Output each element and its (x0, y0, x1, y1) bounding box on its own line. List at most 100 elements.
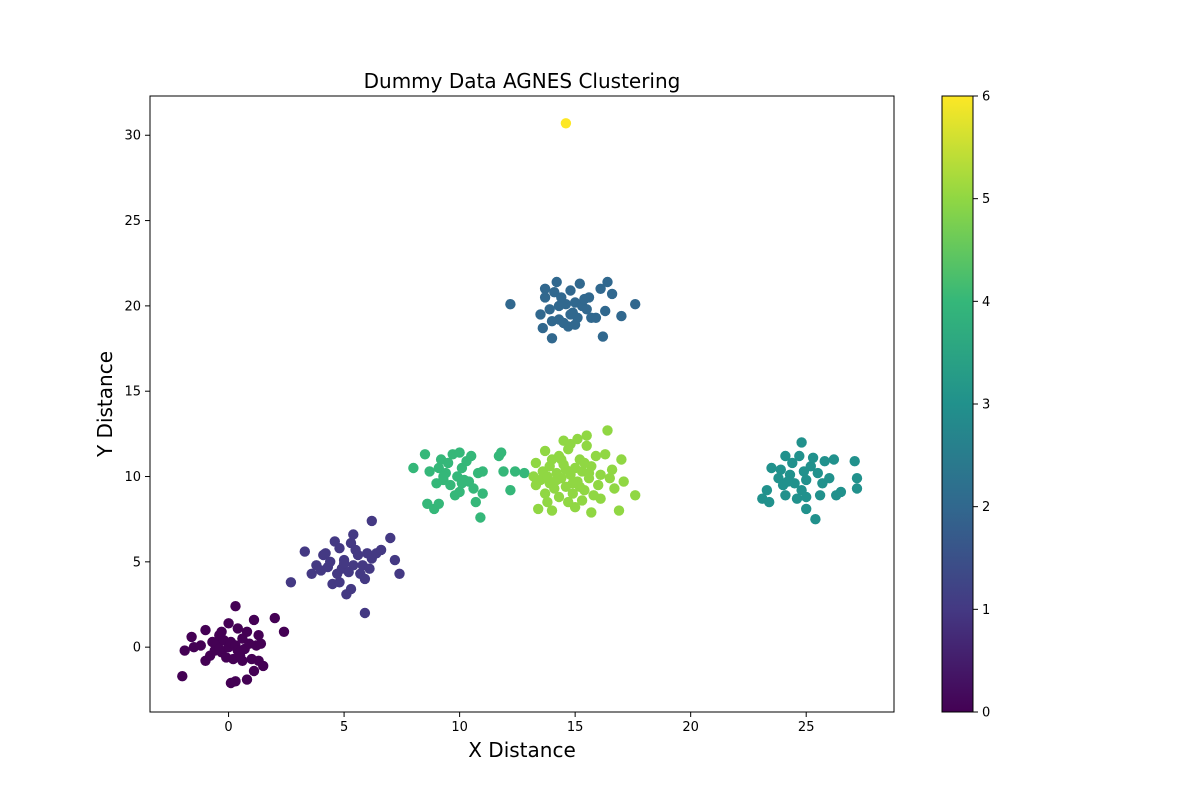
data-point-cluster-2 (569, 319, 581, 330)
data-point-cluster-5 (567, 488, 578, 499)
data-point-cluster-2 (546, 333, 558, 344)
x-tick-label: 10 (451, 720, 468, 735)
data-point-cluster-3 (851, 483, 863, 494)
colorbar-tick-label: 0 (982, 706, 990, 721)
data-point-cluster-3 (849, 456, 860, 467)
data-point-cluster-3 (801, 474, 812, 486)
data-point-cluster-5 (560, 464, 572, 475)
x-tick-label: 25 (798, 720, 815, 735)
data-point-cluster-3 (835, 486, 847, 498)
data-point-cluster-0 (223, 618, 234, 629)
data-point-cluster-0 (232, 623, 243, 634)
data-point-cluster-2 (595, 283, 606, 294)
data-point-cluster-1 (334, 577, 345, 588)
data-point-cluster-5 (542, 496, 553, 508)
data-point-cluster-0 (186, 631, 197, 643)
data-point-cluster-3 (814, 490, 826, 501)
data-point-cluster-5 (539, 488, 551, 499)
data-point-cluster-1 (385, 532, 396, 544)
data-point-cluster-3 (794, 450, 805, 462)
data-point-cluster-5 (567, 478, 578, 489)
chart-title: Dummy Data AGNES Clustering (364, 69, 681, 93)
data-point-cluster-1 (325, 556, 336, 567)
data-point-cluster-3 (787, 457, 798, 469)
data-point-cluster-1 (306, 568, 317, 579)
data-point-cluster-4 (519, 467, 530, 479)
data-point-cluster-5 (556, 454, 567, 465)
data-point-cluster-2 (505, 299, 516, 310)
data-point-cluster-4 (442, 457, 454, 469)
data-point-cluster-2 (551, 276, 562, 288)
data-point-cluster-2 (553, 300, 565, 312)
data-point-cluster-4 (475, 512, 486, 523)
data-point-cluster-3 (780, 450, 791, 462)
y-tick-label: 10 (124, 470, 141, 485)
y-tick-label: 25 (124, 214, 141, 229)
data-point-cluster-5 (616, 454, 627, 465)
colorbar-ticks: 0 1 2 3 4 5 6 (973, 90, 990, 721)
data-point-cluster-2 (590, 312, 602, 323)
data-point-cluster-5 (576, 495, 588, 506)
data-point-cluster-4 (509, 466, 521, 477)
data-point-cluster-5 (553, 491, 565, 503)
data-point-cluster-4 (419, 449, 431, 460)
data-point-cluster-3 (801, 503, 812, 515)
colorbar (941, 95, 974, 713)
colorbar-tick-label: 2 (982, 500, 990, 515)
data-point-cluster-0 (253, 630, 264, 641)
data-point-cluster-4 (466, 450, 477, 462)
data-point-cluster-0 (214, 643, 225, 655)
data-point-cluster-5 (602, 425, 613, 436)
y-tick-label: 15 (124, 385, 141, 400)
y-tick-label: 5 (133, 555, 141, 570)
x-tick-label: 20 (682, 720, 699, 735)
data-point-cluster-3 (780, 490, 791, 501)
data-point-cluster-1 (299, 546, 310, 557)
data-point-cluster-5 (533, 503, 544, 515)
data-point-cluster-4 (468, 483, 479, 494)
data-point-cluster-3 (810, 514, 821, 525)
x-axis-label: X Distance (468, 738, 576, 762)
data-point-cluster-0 (269, 612, 280, 624)
data-point-cluster-6 (560, 118, 572, 129)
data-point-cluster-5 (618, 476, 629, 487)
data-point-cluster-0 (177, 671, 188, 682)
data-point-cluster-5 (581, 440, 592, 451)
data-point-cluster-5 (593, 479, 604, 491)
data-point-cluster-0 (248, 614, 260, 626)
data-point-cluster-4 (454, 447, 465, 458)
data-point-cluster-1 (352, 549, 364, 561)
data-point-cluster-1 (375, 544, 387, 556)
y-tick-label: 20 (124, 299, 141, 314)
data-point-cluster-5 (600, 449, 611, 460)
data-point-cluster-2 (602, 276, 613, 288)
colorbar-tick-label: 6 (982, 90, 990, 105)
data-point-cluster-5 (630, 490, 641, 501)
y-tick-label: 30 (124, 129, 141, 144)
data-point-cluster-0 (241, 674, 253, 685)
data-point-cluster-5 (572, 433, 583, 445)
data-point-cluster-0 (255, 638, 267, 649)
data-point-cluster-5 (549, 483, 560, 494)
data-point-cluster-1 (359, 573, 371, 585)
data-point-cluster-5 (581, 430, 592, 441)
x-tick-label: 5 (340, 720, 348, 735)
data-point-cluster-1 (389, 554, 401, 566)
y-tick-label: 0 (133, 641, 141, 656)
data-point-cluster-2 (606, 288, 618, 300)
data-point-cluster-3 (851, 473, 863, 484)
data-point-cluster-4 (470, 496, 481, 508)
data-point-cluster-1 (285, 577, 297, 588)
data-point-cluster-4 (433, 498, 444, 509)
data-point-cluster-5 (542, 471, 553, 482)
x-tick-label: 15 (567, 720, 584, 735)
data-point-cluster-3 (828, 454, 840, 465)
data-point-cluster-5 (586, 507, 597, 518)
data-point-cluster-2 (544, 304, 555, 315)
data-point-cluster-3 (782, 476, 793, 487)
data-point-cluster-4 (438, 471, 449, 482)
data-point-cluster-4 (477, 466, 488, 477)
data-point-cluster-4 (498, 466, 509, 477)
data-point-cluster-0 (258, 660, 269, 672)
data-point-cluster-5 (590, 450, 602, 462)
